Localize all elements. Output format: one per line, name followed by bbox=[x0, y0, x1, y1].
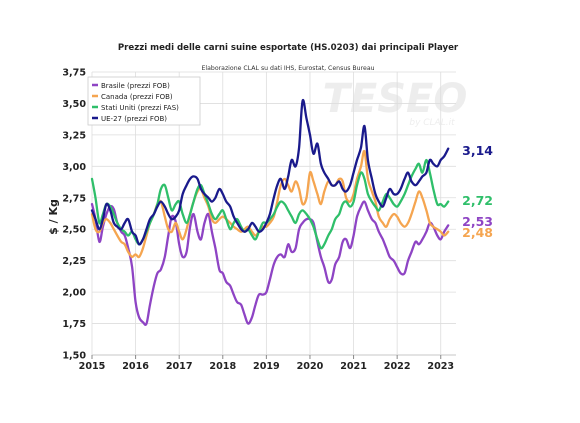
y-axis-label: $ / Kg bbox=[47, 199, 60, 235]
y-axis: 1,50 1,75 2,00 2,25 2,50 2,75 3,00 3,25 3,50 3,75 bbox=[62, 68, 86, 362]
series-line bbox=[90, 158, 450, 250]
legend-label: Brasile (prezzi FOB) bbox=[101, 82, 170, 90]
x-tick-label: 2017 bbox=[166, 361, 193, 372]
y-tick-label: 3,50 bbox=[62, 99, 86, 110]
legend-label: UE-27 (prezzi FOB) bbox=[101, 115, 167, 123]
series-lines bbox=[90, 98, 450, 326]
y-tick-label: 3,00 bbox=[62, 162, 86, 173]
legend-label: Stati Uniti (prezzi FAS) bbox=[101, 104, 179, 112]
series-end-label: 3,14 bbox=[462, 143, 493, 158]
watermark-tagline: by CLAL.it bbox=[409, 118, 455, 128]
series-end-label: 2,48 bbox=[462, 225, 493, 240]
series-line bbox=[90, 98, 450, 246]
series-end-label: 2,72 bbox=[462, 193, 493, 208]
y-tick-label: 2,00 bbox=[62, 288, 86, 299]
y-tick-label: 3,75 bbox=[62, 68, 86, 79]
x-tick-label: 2022 bbox=[384, 361, 411, 372]
chart-title: Prezzi medi delle carni suine esportate … bbox=[118, 43, 459, 53]
series-line bbox=[90, 200, 450, 326]
legend: Brasile (prezzi FOB) Canada (prezzi FOB) S… bbox=[87, 76, 201, 126]
watermark-logo: TESEO bbox=[323, 76, 468, 122]
x-tick-label: 2020 bbox=[297, 361, 324, 372]
y-tick-label: 3,25 bbox=[62, 130, 86, 141]
x-axis: 2015 2016 2017 2018 2019 2020 2021 2022 2023 bbox=[79, 355, 454, 372]
legend-label: Canada (prezzi FOB) bbox=[101, 93, 173, 101]
chart-subtitle: Elaborazione CLAL su dati IHS, Eurostat,… bbox=[201, 65, 374, 72]
y-tick-label: 1,50 bbox=[62, 351, 86, 362]
x-tick-label: 2023 bbox=[427, 361, 454, 372]
x-tick-label: 2018 bbox=[209, 361, 236, 372]
x-tick-label: 2021 bbox=[340, 361, 367, 372]
y-tick-label: 2,50 bbox=[62, 225, 86, 236]
series-end-label: 2,53 bbox=[462, 214, 493, 229]
teseo-watermark: TESEO by CLAL.it bbox=[323, 76, 468, 128]
y-tick-label: 2,25 bbox=[62, 256, 86, 267]
x-tick-label: 2015 bbox=[79, 361, 106, 372]
x-tick-label: 2019 bbox=[253, 361, 280, 372]
y-tick-label: 1,75 bbox=[62, 319, 86, 330]
end-labels: 2,532,48 2,72 3,14 bbox=[462, 143, 493, 240]
legend-box bbox=[87, 76, 201, 126]
x-tick-label: 2016 bbox=[122, 361, 149, 372]
y-tick-label: 2,75 bbox=[62, 193, 86, 204]
